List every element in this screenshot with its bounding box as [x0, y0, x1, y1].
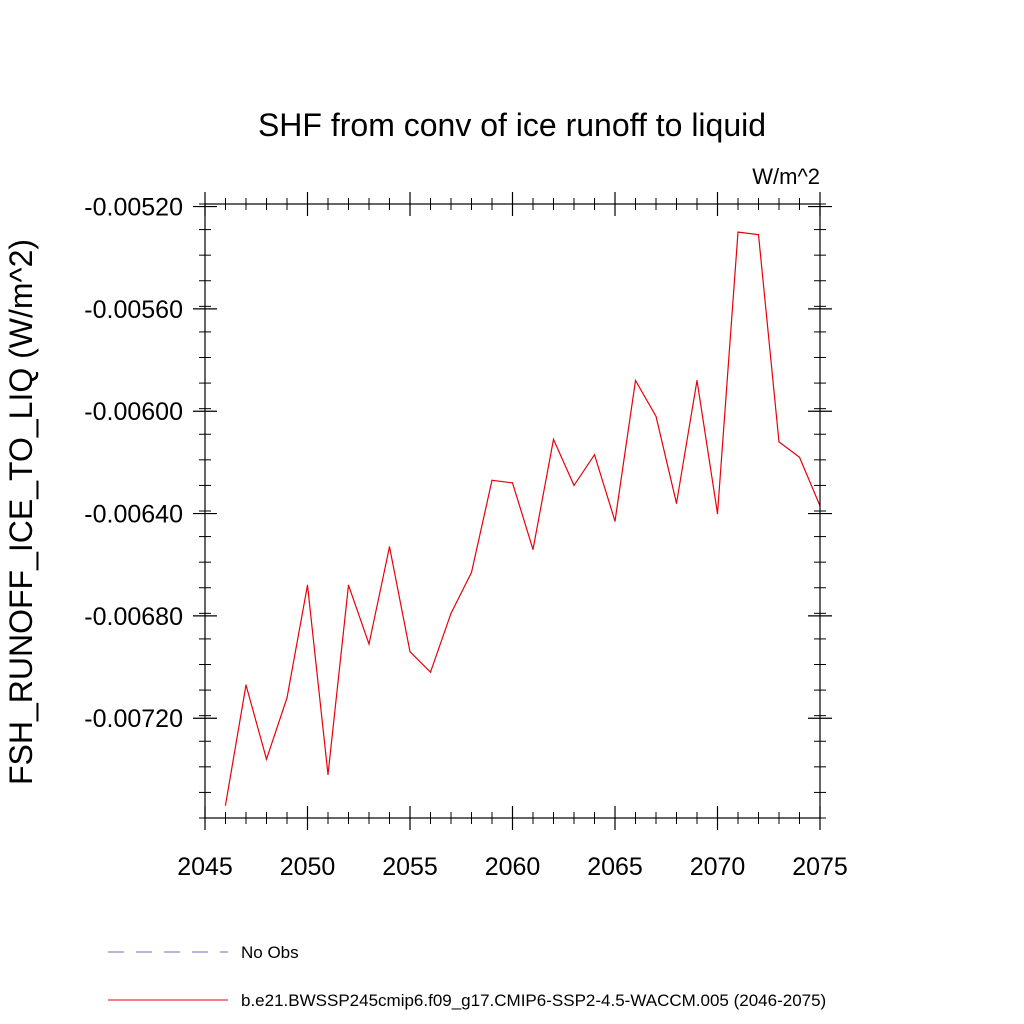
series-point	[757, 234, 760, 236]
series-point	[798, 456, 801, 458]
series-line-0	[224, 231, 821, 806]
series-point	[409, 651, 411, 653]
series-point	[634, 379, 637, 382]
series-point	[368, 643, 370, 645]
series-point	[286, 697, 288, 699]
series-point	[675, 502, 678, 504]
series-point	[347, 584, 350, 586]
x-tick-label: 2075	[792, 853, 848, 881]
tick-labels-layer: 2045 2050 2055 2060 2065 2070 2075 -0.00520 -0.0…	[84, 194, 848, 881]
series-point	[450, 612, 452, 614]
series-point	[696, 379, 698, 382]
series-point	[532, 548, 534, 551]
series-point	[306, 584, 309, 586]
series-point	[491, 479, 493, 481]
series-point	[778, 441, 780, 443]
x-tick-label: 2070	[690, 853, 746, 881]
series-point	[593, 454, 596, 456]
y-tick-label: -0.00560	[84, 296, 183, 324]
series-layer	[224, 231, 821, 806]
y-tick-label: -0.00680	[84, 603, 183, 631]
x-tick-label: 2055	[382, 853, 438, 881]
x-tick-label: 2050	[280, 853, 336, 881]
series-point	[511, 482, 514, 484]
units-label: W/m^2	[752, 164, 820, 189]
y-tick-label: -0.00720	[84, 705, 183, 733]
series-point	[716, 513, 719, 515]
chart-title: SHF from conv of ice runoff to liquid	[258, 107, 766, 143]
series-point	[552, 438, 555, 440]
series-point	[737, 231, 739, 233]
series-point	[470, 571, 473, 574]
y-tick-label: -0.00640	[84, 501, 183, 529]
series-point	[327, 773, 329, 776]
series-point	[224, 804, 227, 806]
legend-label-0: No Obs	[241, 943, 299, 962]
series-point	[429, 671, 432, 673]
y-tick-label: -0.00600	[84, 398, 183, 426]
legend: No Obs b.e21.BWSSP245cmip6.f09_g17.CMIP6-…	[108, 943, 826, 1010]
x-tick-label: 2065	[587, 853, 643, 881]
y-tick-label: -0.00520	[84, 194, 183, 222]
x-tick-label: 2060	[485, 853, 541, 881]
legend-label-1: b.e21.BWSSP245cmip6.f09_g17.CMIP6-SSP2-4…	[241, 991, 826, 1010]
y-axis-label: FSH_RUNOFF_ICE_TO_LIQ (W/m^2)	[3, 239, 39, 785]
series-point	[388, 546, 391, 548]
series-point	[245, 684, 247, 686]
x-tick-label: 2045	[177, 853, 233, 881]
series-point	[614, 520, 616, 522]
ticks-layer	[193, 192, 832, 830]
series-point	[573, 484, 575, 486]
plot-frame	[204, 203, 821, 819]
series-point	[655, 415, 657, 417]
series-point	[265, 758, 268, 760]
